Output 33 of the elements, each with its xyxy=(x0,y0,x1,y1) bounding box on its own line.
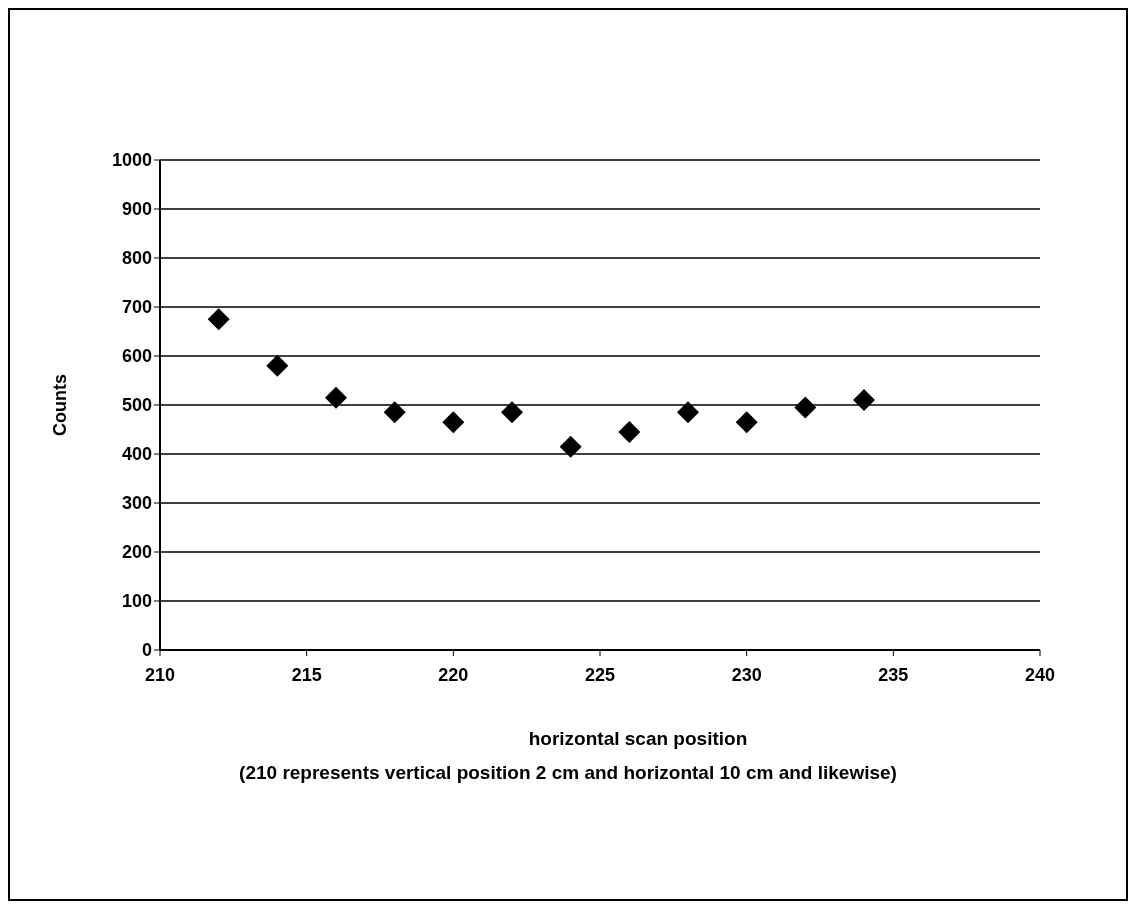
text: (210 represents vertical position 2 cm and horizontal 10 cm and likewise) xyxy=(238,761,898,785)
y-tick-label: 900 xyxy=(121,199,152,220)
point xyxy=(853,389,875,412)
x-tick-label: 240 xyxy=(1024,664,1056,685)
point xyxy=(501,401,523,424)
x-tick-label: 210 xyxy=(144,664,176,685)
x-tick-label: 220 xyxy=(438,664,469,685)
point xyxy=(442,411,465,434)
point xyxy=(735,411,758,434)
y-tick-label: 400 xyxy=(121,444,152,465)
x-tick-label: 215 xyxy=(291,664,322,685)
point xyxy=(618,420,641,443)
y-tick-label: 800 xyxy=(121,248,152,269)
point xyxy=(325,386,347,409)
y-tick-label: 100 xyxy=(121,591,152,612)
point xyxy=(207,308,230,331)
y-tick-label: 1000 xyxy=(111,150,152,171)
y-tick-label: 0 xyxy=(141,640,152,661)
y-tick-label: 200 xyxy=(121,542,152,563)
point xyxy=(266,354,289,377)
y-axis-title: Counts xyxy=(50,374,71,436)
x-tick-label: 235 xyxy=(878,664,909,685)
x-tick-label: 225 xyxy=(584,664,616,685)
x-tick-label: 230 xyxy=(731,664,762,685)
point xyxy=(677,401,699,424)
y-tick-label: 500 xyxy=(121,395,152,416)
point xyxy=(383,401,406,424)
x-axis-title: horizontal scan position xyxy=(527,728,749,750)
point xyxy=(794,396,817,419)
point xyxy=(559,435,582,458)
y-tick-label: 300 xyxy=(121,493,152,514)
y-tick-label: 600 xyxy=(121,346,152,367)
y-tick-label: 700 xyxy=(121,297,152,318)
